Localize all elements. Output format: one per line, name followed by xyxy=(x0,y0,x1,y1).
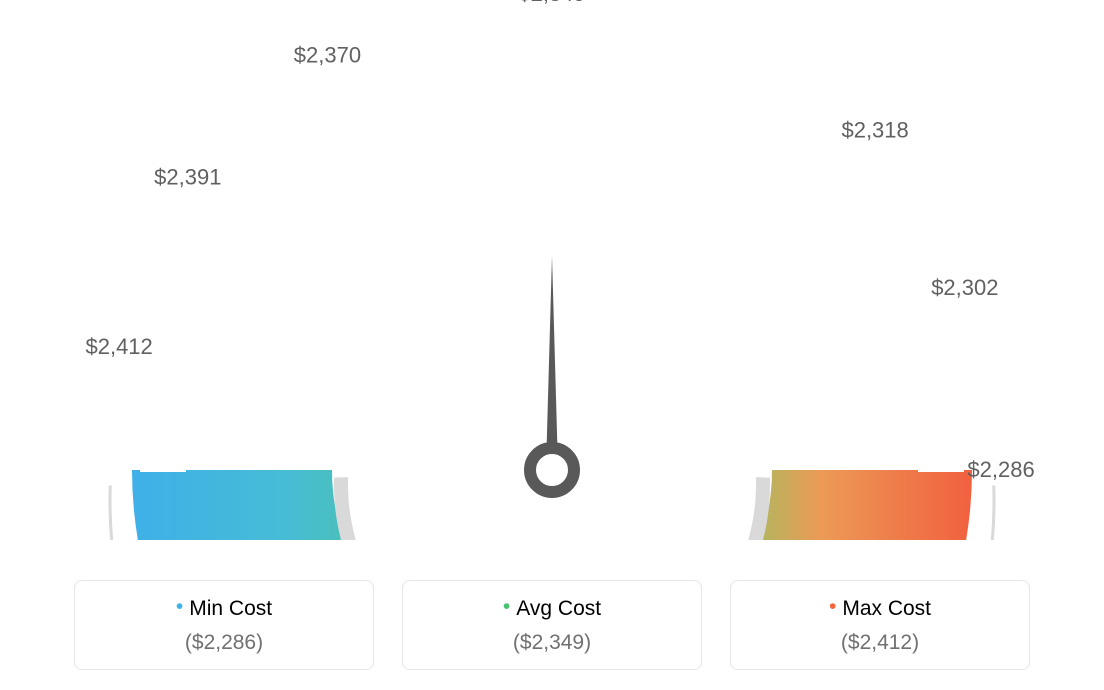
gauge-tick xyxy=(148,390,175,395)
gauge-tick xyxy=(472,66,477,93)
legend-card-max: • Max Cost ($2,412) xyxy=(730,580,1030,670)
legend-title-avg: • Avg Cost xyxy=(413,597,691,621)
gauge-tick xyxy=(899,312,932,326)
gauge-svg xyxy=(0,0,1104,540)
gauge-tick xyxy=(171,312,204,326)
gauge-tick xyxy=(765,127,781,150)
legend-value-min: ($2,286) xyxy=(85,631,363,655)
gauge-tick-label: $2,412 xyxy=(85,334,152,360)
gauge-tick xyxy=(871,241,894,257)
legend-card-min: • Min Cost ($2,286) xyxy=(74,580,374,670)
gauge-tick xyxy=(261,179,286,204)
legend-value-max: ($2,412) xyxy=(741,631,1019,655)
chart-container: $2,286 $2,302 $2,318 $2,349 $2,370 $2,391 $2,4… xyxy=(0,0,1104,690)
legend-card-avg: • Avg Cost ($2,349) xyxy=(402,580,702,670)
gauge-chart: $2,286 $2,302 $2,318 $2,349 $2,370 $2,391 $2,4… xyxy=(0,0,1104,540)
gauge-needle xyxy=(546,256,557,451)
gauge-tick-label: $2,318 xyxy=(841,118,908,144)
legend-title-text: Max Cost xyxy=(842,597,931,620)
dot-icon: • xyxy=(829,595,836,618)
gauge-tick xyxy=(209,241,232,257)
gauge-tick-label: $2,302 xyxy=(931,275,998,301)
gauge-tick xyxy=(818,179,843,204)
gauge-tick-label: $2,391 xyxy=(154,165,221,191)
legend-title-text: Min Cost xyxy=(189,597,272,620)
legend-value-avg: ($2,349) xyxy=(413,631,691,655)
gauge-tick xyxy=(323,127,339,150)
legend-title-max: • Max Cost xyxy=(741,597,1019,621)
gauge-tick xyxy=(929,390,956,395)
gauge-tick-label: $2,349 xyxy=(518,0,585,7)
gauge-tick-label: $2,286 xyxy=(967,457,1034,483)
gauge-tick-label: $2,370 xyxy=(294,42,361,68)
gauge-tick xyxy=(696,89,710,122)
gauge-tick xyxy=(394,89,408,122)
legend-title-min: • Min Cost xyxy=(85,597,363,621)
legend-title-text: Avg Cost xyxy=(516,597,601,620)
legend-row: • Min Cost ($2,286) • Avg Cost ($2,349) • M… xyxy=(0,580,1104,670)
dot-icon: • xyxy=(503,595,510,618)
gauge-hub xyxy=(530,448,574,492)
dot-icon: • xyxy=(176,595,183,618)
gauge-tick xyxy=(627,66,632,93)
